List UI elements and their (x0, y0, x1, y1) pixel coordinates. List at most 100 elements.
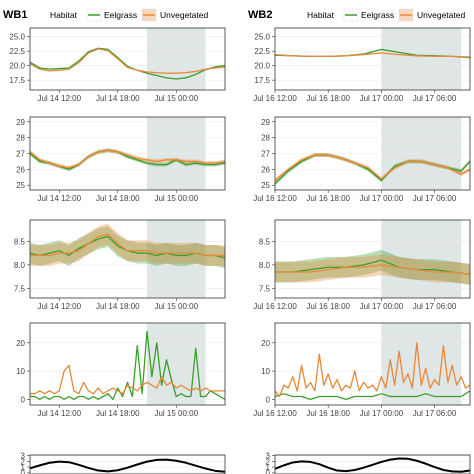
x-tick-label: Jul 17 06:00 (413, 302, 457, 311)
y-tick-label: 22.5 (9, 47, 25, 56)
x-tick-label: Jul 14 12:00 (37, 302, 81, 311)
series-line-eelgrass (30, 47, 225, 80)
plot-area (275, 153, 470, 186)
x-tick-label: Jul 17 00:00 (360, 194, 404, 203)
y-tick-label: 10 (16, 367, 25, 376)
panel-frame (274, 27, 471, 91)
y-tick-label: 22.5 (254, 47, 270, 56)
legend-title: Habitat (307, 10, 335, 20)
night-shading (147, 220, 206, 298)
y-tick-label: 26 (261, 165, 270, 174)
x-tick-label: Jul 17 00:00 (360, 409, 404, 418)
y-tick-label: 8.0 (259, 261, 271, 270)
x-tick-label: Jul 16 18:00 (306, 302, 350, 311)
panel-frame (274, 322, 471, 406)
series-line-tide (30, 458, 225, 473)
y-tick-label: 25 (16, 181, 25, 190)
y-tick-label: 25 (261, 181, 270, 190)
y-tick-label: 25.0 (254, 33, 270, 42)
site-label-wb1: WB1 (3, 9, 27, 21)
night-shading (147, 323, 206, 405)
y-tick-label: 20.0 (254, 62, 270, 71)
y-tick-label: 20.0 (9, 62, 25, 71)
plot-area (30, 458, 225, 473)
panel-8: 0 10 20 Jul 16 12:00 Jul 16 18:00 Jul 17 00:0… (253, 322, 471, 418)
panel-2: 17.5 20.0 22.5 25.0 Jul 16 12:00 Jul 16 18:00… (253, 27, 471, 103)
y-tick-label: 17.5 (9, 76, 25, 85)
x-tick-label: Jul 15 00:00 (154, 302, 198, 311)
confidence-band-eelgrass (275, 249, 470, 285)
x-tick-label: Jul 15 00:00 (154, 94, 198, 103)
series-line-unvegetated (30, 149, 225, 169)
legend-label-eelgrass: Eelgrass (361, 10, 394, 20)
y-tick-label: 8.5 (14, 237, 26, 246)
y-tick-label: 17.5 (254, 76, 270, 85)
y-tick-label: 29 (16, 118, 25, 127)
confidence-band-unvegetated (275, 153, 470, 183)
y-tick-label: 0 (266, 395, 271, 404)
y-tick-label: 27 (16, 150, 25, 159)
series-line-unvegetated (30, 364, 225, 395)
panel-frame (274, 454, 471, 474)
confidence-band-unvegetated (275, 254, 470, 285)
x-tick-label: Jul 14 12:00 (37, 409, 81, 418)
night-shading (381, 28, 462, 90)
confidence-band-eelgrass (30, 148, 225, 172)
x-tick-label: Jul 14 12:00 (37, 94, 81, 103)
plot-area (30, 330, 225, 400)
panel-1: 17.5 20.0 22.5 25.0 Jul 14 12:00 Jul 14 18:00… (9, 27, 226, 103)
series-line-unvegetated (30, 233, 225, 257)
y-tick-label: 2 (266, 457, 271, 466)
x-tick-label: Jul 14 18:00 (96, 409, 140, 418)
y-tick-label: 20 (261, 339, 270, 348)
x-tick-label: Jul 16 18:00 (306, 94, 350, 103)
x-tick-label: Jul 17 00:00 (360, 302, 404, 311)
panel-7: 0 10 20 Jul 14 12:00 Jul 14 18:00 Jul 15 00:0… (16, 322, 226, 418)
y-tick-label: 7.5 (259, 285, 271, 294)
series-line-unvegetated (275, 342, 470, 398)
x-tick-label: Jul 14 18:00 (96, 194, 140, 203)
night-shading (381, 220, 462, 298)
panel-5: 7.5 8.0 8.5 Jul 14 12:00 Jul 14 18:00 Jul 15 … (14, 219, 226, 311)
y-tick-label: 0 (21, 395, 26, 404)
y-tick-label: 7.5 (14, 285, 26, 294)
x-tick-label: Jul 16 12:00 (253, 94, 297, 103)
y-tick-label: 29 (261, 118, 270, 127)
plot-area (30, 47, 225, 80)
plot-area (30, 223, 225, 269)
y-tick-label: 0 (21, 469, 26, 474)
y-tick-label: 1 (266, 463, 271, 472)
panel-frame (29, 219, 226, 299)
x-tick-label: Jul 16 12:00 (253, 194, 297, 203)
y-tick-label: 28 (16, 134, 25, 143)
x-tick-label: Jul 17 06:00 (413, 409, 457, 418)
series-line-eelgrass (275, 390, 470, 400)
y-tick-label: 20 (16, 339, 25, 348)
plot-area (275, 342, 470, 400)
site-label-wb2: WB2 (248, 9, 272, 21)
confidence-band-eelgrass (30, 226, 225, 269)
y-tick-label: 26 (16, 165, 25, 174)
y-tick-label: 10 (261, 367, 270, 376)
plot-area (275, 457, 470, 473)
panel-frame (29, 322, 226, 406)
night-shading (147, 28, 206, 90)
legend-wb1: Habitat Eelgrass Unvegetated (50, 8, 208, 22)
x-tick-label: Jul 14 18:00 (96, 302, 140, 311)
series-line-eelgrass (30, 330, 225, 400)
x-tick-label: Jul 14 12:00 (37, 194, 81, 203)
y-tick-label: 25.0 (9, 33, 25, 42)
panel-3: 25 26 27 28 29 Jul 14 12:00 Jul 14 18:00 Jul 15… (16, 116, 226, 203)
plot-area (30, 148, 225, 172)
x-tick-label: Jul 16 18:00 (306, 194, 350, 203)
x-tick-label: Jul 17 06:00 (413, 94, 457, 103)
plot-area (275, 249, 470, 285)
series-line-eelgrass (275, 259, 470, 276)
series-line-tide (275, 457, 470, 473)
legend-label-unvegetated: Unvegetated (160, 10, 208, 20)
x-tick-label: Jul 14 18:00 (96, 94, 140, 103)
series-line-unvegetated (30, 48, 225, 74)
